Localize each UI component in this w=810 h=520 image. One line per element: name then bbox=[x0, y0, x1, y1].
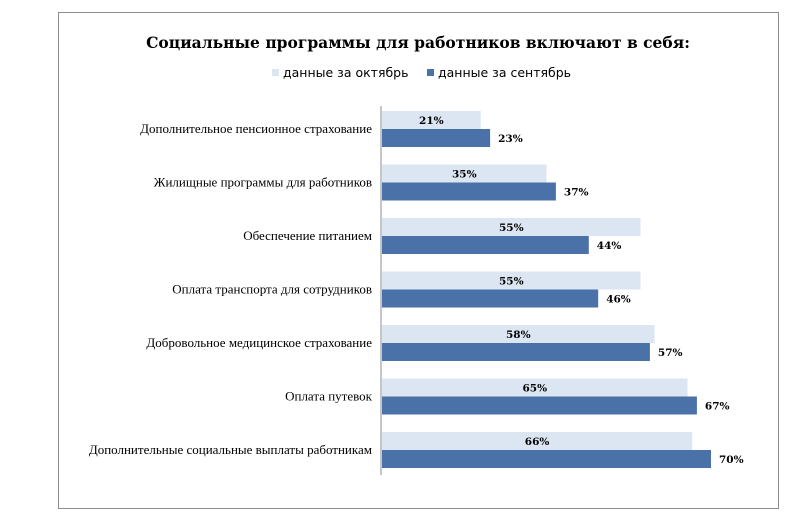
bar-october bbox=[382, 218, 641, 236]
category-label: Дополнительное пенсионное страхование bbox=[140, 121, 372, 136]
bar-september bbox=[382, 450, 711, 468]
data-label-september: 67% bbox=[705, 401, 730, 413]
bar-september bbox=[382, 182, 556, 201]
bar-september bbox=[382, 289, 599, 308]
category-label: Оплата путевок bbox=[285, 389, 373, 404]
data-label-september: 37% bbox=[564, 187, 589, 199]
bar-september bbox=[382, 236, 589, 254]
category-label: Оплата транспорта для сотрудников bbox=[172, 282, 372, 297]
bar-october bbox=[382, 111, 481, 129]
data-label-october: 66% bbox=[525, 436, 550, 448]
bar-september bbox=[382, 396, 697, 415]
data-label-september: 70% bbox=[719, 454, 744, 466]
category-label: Обеспечение питанием bbox=[243, 228, 372, 243]
data-label-september: 57% bbox=[658, 347, 683, 359]
data-label-october: 55% bbox=[499, 276, 524, 288]
bar-october bbox=[382, 325, 655, 343]
category-label: Добровольное медицинское страхование bbox=[146, 335, 372, 350]
chart-area bbox=[58, 12, 779, 509]
legend-swatch bbox=[427, 69, 434, 76]
data-label-october: 21% bbox=[419, 115, 444, 127]
plot-area: Дополнительное пенсионное страхование 21%… bbox=[89, 111, 744, 468]
legend: данные за октябрь данные за сентябрь bbox=[272, 65, 571, 80]
data-label-october: 55% bbox=[499, 222, 524, 234]
chart-title: Социальные программы для работников вклю… bbox=[146, 33, 690, 52]
legend-label: данные за сентябрь bbox=[438, 65, 571, 80]
data-label-october: 65% bbox=[522, 383, 547, 395]
data-label-september: 23% bbox=[498, 133, 523, 145]
bar-october bbox=[382, 164, 547, 183]
bar-september bbox=[382, 343, 650, 361]
data-label-september: 46% bbox=[606, 294, 631, 306]
bar-october bbox=[382, 378, 688, 397]
data-label-october: 58% bbox=[506, 329, 531, 341]
legend-label: данные за октябрь bbox=[283, 65, 408, 80]
legend-swatch bbox=[272, 69, 279, 76]
bar-october bbox=[382, 432, 693, 450]
category-label: Дополнительные социальные выплаты работн… bbox=[89, 442, 372, 457]
data-label-october: 35% bbox=[452, 169, 477, 181]
category-label: Жилищные программы для работников bbox=[154, 175, 372, 190]
data-label-september: 44% bbox=[597, 240, 622, 252]
bar-october bbox=[382, 271, 641, 290]
bar-september bbox=[382, 129, 491, 147]
